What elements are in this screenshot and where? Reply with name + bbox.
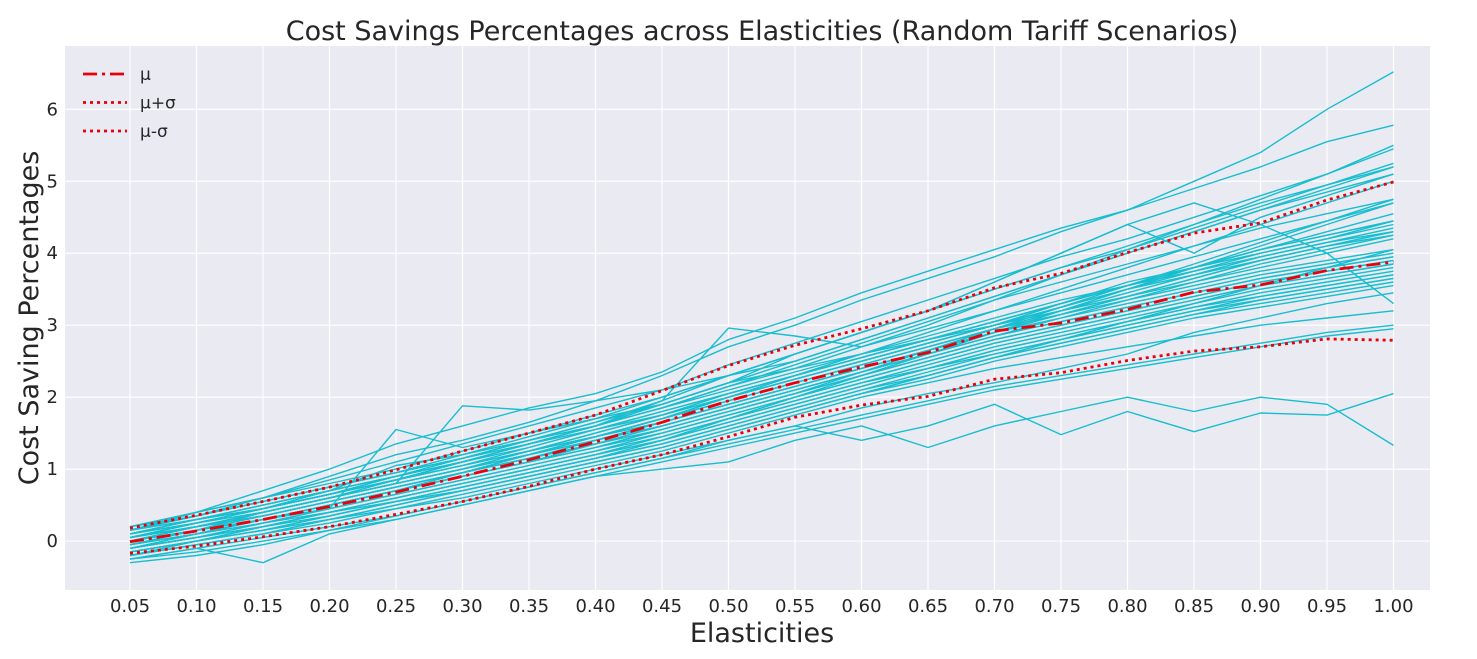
y-tick-label: 6 — [47, 99, 58, 120]
x-tick-label: 0.35 — [509, 596, 549, 617]
scenario-series-line — [129, 148, 1394, 528]
x-tick-label: 0.80 — [1107, 596, 1147, 617]
stat-series-group — [129, 180, 1394, 555]
std-band-series-line — [129, 180, 1394, 530]
x-tick-label: 0.85 — [1174, 596, 1214, 617]
y-tick-labels: 0 1 2 3 4 5 6 — [47, 99, 58, 552]
x-tick-label: 0.30 — [442, 596, 482, 617]
x-tick-label: 0.75 — [1041, 596, 1081, 617]
scenario-series-line — [129, 310, 1394, 557]
y-tick-label: 2 — [47, 387, 58, 408]
x-axis-label: Elasticities — [690, 618, 834, 649]
scenario-series-line — [129, 71, 1394, 531]
scenario-series-line — [129, 277, 1394, 557]
scenario-series-line — [129, 396, 1394, 564]
scenario-series-line — [129, 231, 1394, 539]
y-tick-label: 0 — [47, 531, 58, 552]
y-tick-label: 1 — [47, 459, 58, 480]
scenario-series-line — [129, 263, 1394, 546]
scenario-series-line — [129, 270, 1394, 553]
scenario-series-group — [129, 71, 1394, 564]
x-tick-label: 0.45 — [642, 596, 682, 617]
std-band-series-line — [129, 337, 1394, 555]
x-tick-label: 0.95 — [1307, 596, 1347, 617]
legend-label: μ+σ — [140, 94, 176, 114]
x-tick-label: 0.15 — [243, 596, 283, 617]
x-tick-label: 0.10 — [176, 596, 216, 617]
mean-series-line — [129, 260, 1394, 544]
scenario-series-line — [129, 274, 1394, 553]
x-tick-label: 0.05 — [110, 596, 150, 617]
x-tick-label: 0.20 — [309, 596, 349, 617]
x-tick-label: 0.40 — [575, 596, 615, 617]
scenario-series-line — [129, 266, 1394, 549]
chart-title: Cost Savings Percentages across Elastici… — [286, 16, 1239, 47]
scenario-series-line — [129, 220, 1394, 535]
scenario-series-line — [129, 328, 1394, 560]
x-tick-label: 0.50 — [708, 596, 748, 617]
x-tick-label: 0.60 — [841, 596, 881, 617]
x-tick-label: 1.00 — [1373, 596, 1413, 617]
x-tick-label: 0.25 — [376, 596, 416, 617]
legend: μ μ+σ μ-σ — [83, 65, 176, 142]
y-axis-label: Cost Saving Percentages — [14, 151, 45, 486]
plot-background — [65, 46, 1430, 590]
scenario-series-line — [129, 124, 1394, 528]
scenario-series-line — [129, 166, 1394, 528]
legend-label: μ-σ — [140, 122, 168, 142]
x-tick-label: 0.55 — [775, 596, 815, 617]
y-tick-label: 5 — [47, 171, 58, 192]
x-tick-labels: 0.05 0.10 0.15 0.20 0.25 0.30 0.35 0.40 0.45 0.50… — [110, 596, 1414, 617]
x-tick-label: 0.70 — [974, 596, 1014, 617]
legend-label: μ — [140, 65, 151, 85]
y-tick-label: 4 — [47, 243, 58, 264]
x-tick-label: 0.65 — [908, 596, 948, 617]
x-tick-label: 0.90 — [1240, 596, 1280, 617]
y-tick-label: 3 — [47, 315, 58, 336]
